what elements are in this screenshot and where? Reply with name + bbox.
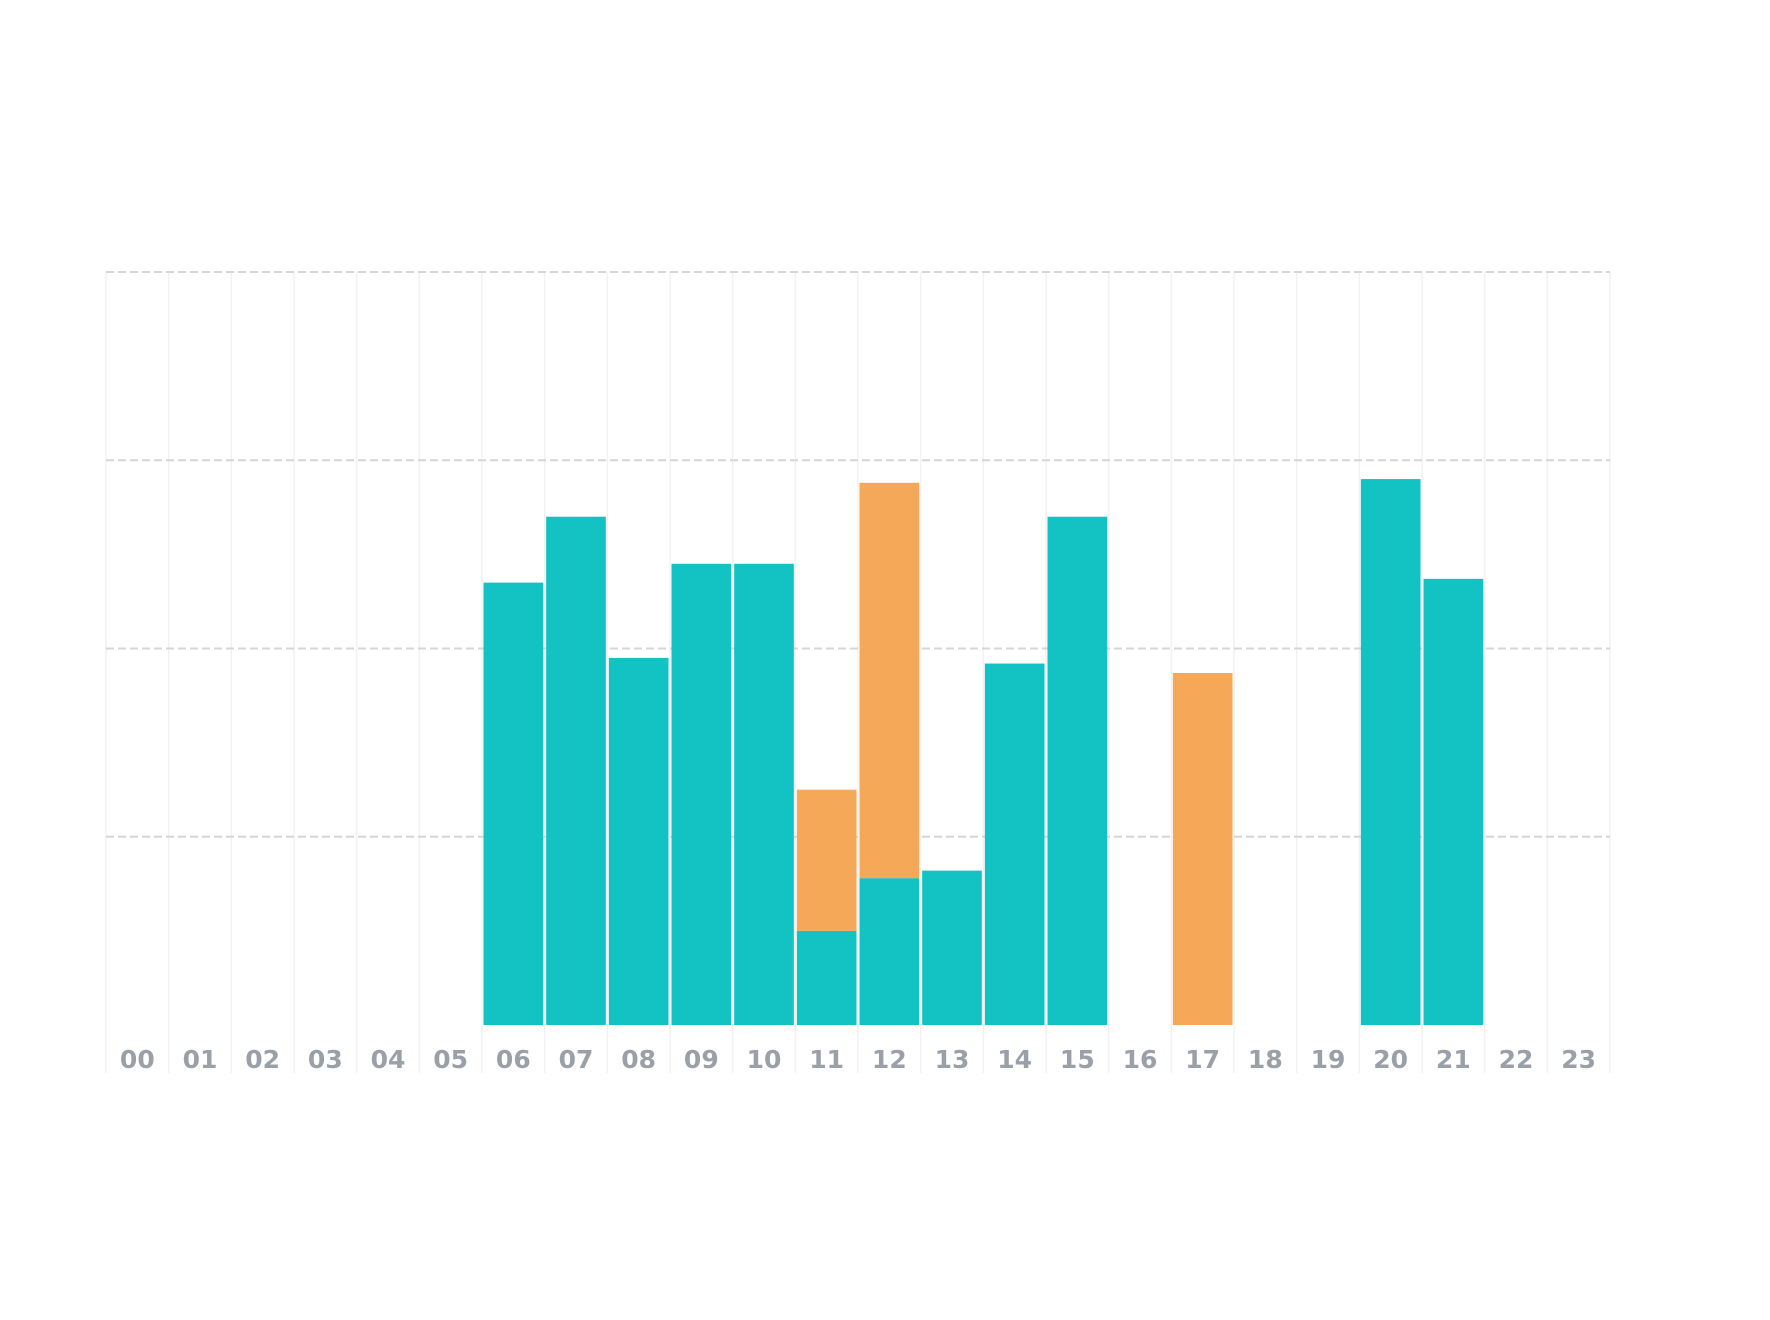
bar-segment [546, 516, 606, 1025]
bar-segment [796, 930, 857, 1025]
x-tick-label: 19 [1311, 1045, 1346, 1074]
x-tick-label: 23 [1561, 1045, 1596, 1074]
bar-segment [1360, 479, 1421, 1025]
bar-segment [984, 663, 1045, 1025]
x-tick-label: 08 [621, 1045, 656, 1074]
x-tick-label: 14 [997, 1045, 1032, 1074]
x-tick-label: 17 [1185, 1045, 1220, 1074]
bar-segment [859, 482, 920, 879]
x-tick-label: 20 [1373, 1045, 1408, 1074]
x-tick-label: 16 [1123, 1045, 1158, 1074]
x-tick-label: 13 [935, 1045, 970, 1074]
x-tick-label: 21 [1436, 1045, 1471, 1074]
x-tick-label: 06 [496, 1045, 531, 1074]
x-tick-label: 02 [245, 1045, 280, 1074]
x-tick-label: 03 [308, 1045, 343, 1074]
x-tick-label: 00 [120, 1045, 155, 1074]
bar-segment [1423, 578, 1484, 1025]
x-tick-label: 15 [1060, 1045, 1095, 1074]
bar-segment [734, 563, 794, 1025]
x-tick-label: 01 [183, 1045, 218, 1074]
bar-segment [1172, 672, 1233, 1025]
bar-segment [796, 789, 857, 931]
x-tick-label: 10 [747, 1045, 782, 1074]
x-tick-label: 18 [1248, 1045, 1283, 1074]
bar-segment [859, 878, 920, 1025]
x-tick-label: 07 [559, 1045, 594, 1074]
x-tick-label: 04 [371, 1045, 406, 1074]
bar-segment [608, 657, 669, 1025]
bar-segment [483, 582, 544, 1025]
x-tick-label: 22 [1499, 1045, 1534, 1074]
x-tick-label: 05 [433, 1045, 468, 1074]
bar-segment [922, 870, 982, 1025]
x-tick-label: 11 [809, 1045, 844, 1074]
bar-segment [671, 563, 732, 1025]
bar-segment [1047, 516, 1108, 1025]
x-tick-label: 09 [684, 1045, 719, 1074]
x-tick-label: 12 [872, 1045, 907, 1074]
